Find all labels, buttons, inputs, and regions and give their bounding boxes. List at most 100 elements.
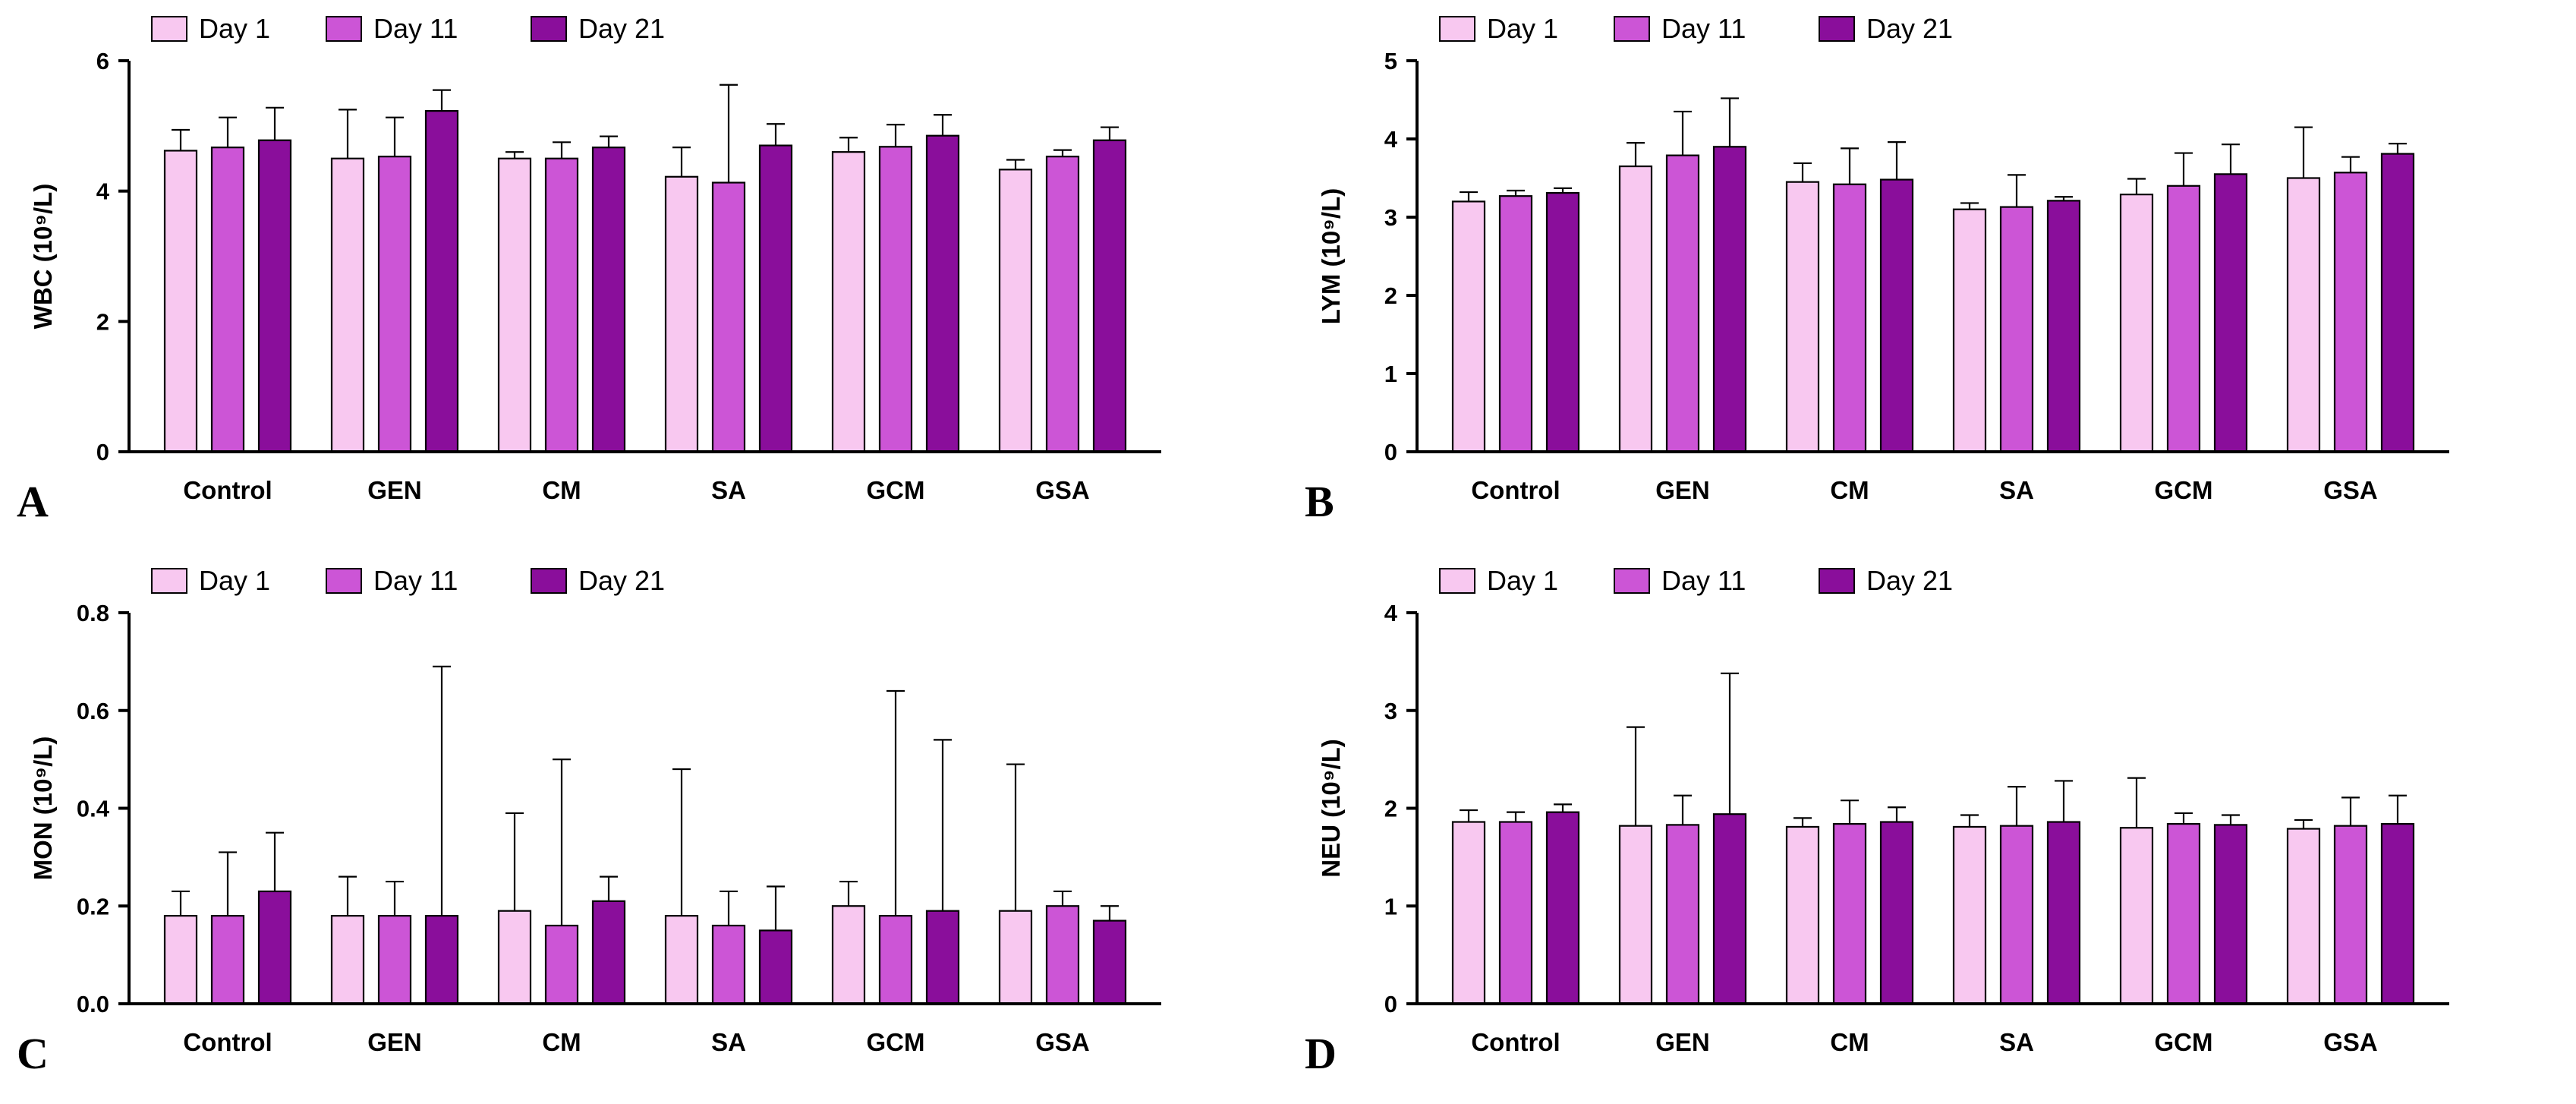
y-tick-label-3: 0.6 — [77, 698, 109, 724]
bar-gen-day11 — [377, 156, 412, 453]
x-tick-label-gsa: GSA — [2323, 1028, 2378, 1056]
x-tick-label-gen: GEN — [1655, 476, 1710, 504]
y-tick-label-3: 3 — [1384, 204, 1397, 231]
legend-swatch-day21 — [531, 16, 567, 42]
legend-label-day1: Day 1 — [1487, 565, 1558, 596]
legend-swatch-day21 — [531, 568, 567, 594]
x-tick-label-gcm: GCM — [867, 1028, 925, 1056]
legend-swatch-day1 — [1439, 16, 1475, 42]
bar-gen-day21 — [424, 109, 459, 453]
x-tick-label-gcm: GCM — [867, 476, 925, 504]
bar-gsa-day21 — [2380, 153, 2415, 453]
legend-swatch-day21 — [1819, 16, 1855, 42]
x-tick-label-cm: CM — [1830, 1028, 1869, 1056]
bar-gsa-day1 — [2286, 177, 2321, 453]
x-tick-label-gen: GEN — [1655, 1028, 1710, 1056]
x-tick-label-control: Control — [1471, 1028, 1560, 1056]
bar-cm-day11 — [544, 924, 579, 1005]
bar-cm-day1 — [1785, 825, 1820, 1005]
y-tick-label-1: 2 — [96, 308, 109, 335]
panel-a-wbc: Control GEN CM SA GCM GSA 0 2 4 6 WBC (10⁹/L) Day 1… — [0, 0, 1288, 552]
y-tick-label-4: 4 — [1384, 126, 1398, 153]
x-tick-label-sa: SA — [711, 1028, 746, 1056]
legend-swatch-day11 — [326, 568, 362, 594]
bar-control-day21 — [1545, 191, 1580, 453]
y-tick-label-3: 6 — [96, 48, 109, 74]
x-tick-label-gsa: GSA — [2323, 476, 2378, 504]
x-tick-label-gen: GEN — [367, 476, 422, 504]
legend-swatch-day1 — [151, 16, 187, 42]
y-axis-label: NEU (10⁹/L) — [1317, 739, 1345, 878]
bar-sa-day1 — [664, 915, 699, 1005]
y-tick-label-2: 2 — [1384, 282, 1397, 309]
y-axis-label: MON (10⁹/L) — [29, 737, 57, 881]
bar-control-day21 — [1545, 811, 1580, 1005]
y-axis-label: LYM (10⁹/L) — [1317, 188, 1345, 324]
panel-c-mon: Control GEN CM SA GCM GSA 0.0 0.2 0.4 0.6 0.8 MON (… — [0, 552, 1288, 1103]
chart-svg: Control GEN CM SA GCM GSA 0 2 4 6 WBC (10⁹/L) Day 1… — [17, 13, 1161, 526]
chart-svg: Control GEN CM SA GCM GSA 0.0 0.2 0.4 0.6 0.8 MON (… — [17, 565, 1161, 1078]
y-tick-label-2: 2 — [1384, 796, 1397, 822]
y-tick-label-3: 3 — [1384, 698, 1397, 724]
bar-gcm-day21 — [2213, 824, 2248, 1005]
bar-sa-day11 — [711, 181, 746, 453]
y-tick-label-1: 1 — [1384, 361, 1397, 387]
legend-label-day21: Day 21 — [1866, 13, 1953, 44]
bar-cm-day21 — [1879, 178, 1914, 453]
legend-label-day21: Day 21 — [578, 13, 665, 44]
bar-cm-day21 — [591, 900, 626, 1005]
bar-gen-day1 — [330, 915, 365, 1005]
x-tick-label-sa: SA — [1999, 476, 2034, 504]
y-tick-label-0: 0 — [96, 439, 109, 465]
bar-gen-day21 — [424, 915, 459, 1005]
legend-label-day11: Day 11 — [373, 565, 458, 596]
panel-letter: A — [17, 477, 49, 526]
legend-label-day11: Day 11 — [373, 13, 458, 44]
y-tick-label-4: 0.8 — [77, 600, 109, 626]
bar-gsa-day1 — [2286, 828, 2321, 1005]
chart-svg: Control GEN CM SA GCM GSA 0 1 2 3 4 5 LYM (10⁹/L) Day… — [1305, 13, 2449, 526]
bar-cm-day1 — [1785, 181, 1820, 453]
bar-cm-day1 — [497, 157, 532, 453]
x-tick-label-control: Control — [183, 476, 272, 504]
x-tick-label-sa: SA — [711, 476, 746, 504]
y-tick-label-4: 4 — [1384, 600, 1398, 626]
bar-control-day11 — [210, 147, 245, 453]
bar-gsa-day1 — [998, 910, 1033, 1005]
x-tick-label-sa: SA — [1999, 1028, 2034, 1056]
bar-sa-day1 — [664, 175, 699, 453]
bar-sa-day1 — [1952, 825, 1987, 1005]
bar-gcm-day1 — [831, 905, 866, 1005]
legend-label-day11: Day 11 — [1661, 565, 1746, 596]
x-tick-label-gsa: GSA — [1035, 1028, 1090, 1056]
x-tick-label-cm: CM — [542, 1028, 581, 1056]
legend-swatch-day21 — [1819, 568, 1855, 594]
bar-cm-day11 — [1832, 823, 1867, 1005]
y-tick-label-0: 0 — [1384, 439, 1397, 465]
bar-cm-day11 — [544, 157, 579, 453]
bar-control-day11 — [1498, 195, 1533, 453]
y-axis-label: WBC (10⁹/L) — [29, 184, 57, 330]
bar-control-day21 — [257, 890, 292, 1005]
legend-swatch-day1 — [151, 568, 187, 594]
bar-sa-day21 — [2046, 821, 2081, 1005]
bar-gcm-day21 — [925, 134, 960, 453]
y-tick-label-0: 0 — [1384, 991, 1397, 1017]
legend-label-day11: Day 11 — [1661, 13, 1746, 44]
bar-sa-day11 — [1999, 825, 2034, 1005]
bar-gcm-day11 — [2166, 823, 2201, 1005]
bar-gen-day1 — [1618, 165, 1653, 453]
bar-cm-day21 — [1879, 821, 1914, 1005]
bar-gen-day21 — [1712, 146, 1747, 453]
bar-gen-day11 — [1665, 154, 1700, 453]
panel-letter: D — [1305, 1029, 1337, 1078]
x-tick-label-gcm: GCM — [2155, 1028, 2213, 1056]
bar-control-day11 — [210, 915, 245, 1005]
legend-label-day1: Day 1 — [1487, 13, 1558, 44]
bar-gsa-day11 — [1045, 905, 1080, 1005]
bar-gsa-day11 — [2333, 825, 2368, 1005]
chart-svg: Control GEN CM SA GCM GSA 0 1 2 3 4 NEU (10⁹/L) Day … — [1305, 565, 2449, 1078]
bar-gsa-day1 — [998, 169, 1033, 453]
legend-swatch-day1 — [1439, 568, 1475, 594]
